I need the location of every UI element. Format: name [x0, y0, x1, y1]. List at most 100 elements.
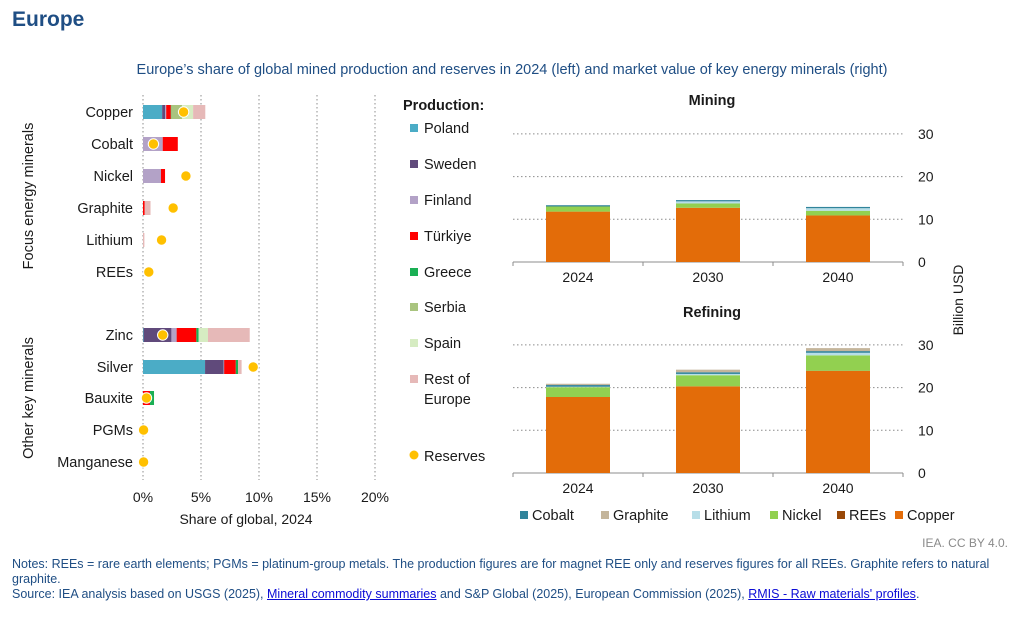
rmis-profiles-link[interactable]: RMIS - Raw materials' profiles	[748, 587, 916, 601]
group-label-other: Other key minerals	[21, 337, 37, 459]
legend-swatch-rest-of-europe	[410, 375, 418, 383]
bar-segment-graphite-t-rkiye	[143, 201, 145, 215]
x-tick-label: 20%	[361, 489, 389, 505]
refining-title: Refining	[683, 305, 741, 321]
refining-bar-2040-copper	[806, 370, 870, 473]
y-tick-label: 10	[918, 422, 934, 438]
mining-bar-2040-nickel	[806, 210, 870, 216]
legend-label-t-rkiye: Türkiye	[424, 229, 472, 245]
mining-x-label-2040: 2040	[822, 269, 853, 285]
y-tick-label: 10	[918, 211, 934, 227]
legend-label-serbia: Serbia	[424, 300, 467, 316]
legend-swatch-greece	[410, 268, 418, 276]
mining-bar-2030-nickel	[676, 203, 740, 208]
bar-segment-silver-finland	[223, 360, 225, 374]
bar-segment-copper-rest-of-europe	[193, 105, 206, 119]
production-share-chart: 0% 5% 10% 15% 20% Share of global, 2024 Focus …	[21, 95, 389, 527]
legend-swatch-sweden	[410, 160, 418, 168]
reserves-point-silver	[247, 361, 259, 373]
bar-segment-zinc-finland	[171, 328, 177, 342]
bar-segment-copper-serbia	[171, 105, 183, 119]
bar-segment-copper-finland	[165, 105, 167, 119]
legend-label-rees: REEs	[849, 508, 886, 524]
bar-segment-zinc-t-rkiye	[176, 328, 197, 342]
bar-segment-nickel-finland	[143, 169, 161, 183]
mining-bar-2024-cobalt	[546, 205, 610, 207]
x-tick-label: 15%	[303, 489, 331, 505]
legend-label-nickel: Nickel	[782, 508, 821, 524]
legend-label-poland: Poland	[424, 121, 469, 137]
category-label-nickel: Nickel	[94, 169, 133, 185]
legend-label-finland: Finland	[424, 193, 472, 209]
refining-bar-2040-lithium	[806, 352, 870, 356]
y-tick-label: 20	[918, 169, 934, 185]
group-label-focus: Focus energy minerals	[21, 123, 37, 270]
category-label-graphite: Graphite	[77, 201, 133, 217]
credit-line: IEA. CC BY 4.0.	[922, 536, 1008, 550]
mining-bar-2024-copper	[546, 211, 610, 262]
refining-bar-2024-cobalt	[546, 385, 610, 387]
legend-swatch-rees	[837, 511, 845, 519]
refining-bar-2040-nickel	[806, 355, 870, 371]
mining-x-label-2024: 2024	[562, 269, 593, 285]
mining-bar-2030-cobalt	[676, 200, 740, 202]
source-suffix: .	[915, 587, 920, 601]
bar-segment-zinc-spain	[198, 328, 208, 342]
legend-swatch-finland	[410, 196, 418, 204]
refining-x-label-2030: 2030	[692, 480, 723, 496]
mining-bar-2030-lithium	[676, 201, 740, 204]
legend-swatch-spain	[410, 339, 418, 347]
refining-bar-2030-cobalt	[676, 372, 740, 374]
legend-label-copper: Copper	[907, 508, 955, 524]
mining-bar-2040-lithium	[806, 208, 870, 211]
legend-swatch-graphite	[601, 511, 609, 519]
legend-swatch-nickel	[770, 511, 778, 519]
legend-label-lithium: Lithium	[704, 508, 751, 524]
chart-canvas: 0% 5% 10% 15% 20% Share of global, 2024 Focus …	[21, 93, 966, 527]
legend-swatch-copper	[895, 511, 903, 519]
category-label-manganese: Manganese	[57, 455, 133, 471]
bar-segment-silver-rest-of-europe	[238, 360, 242, 374]
bar-segment-silver-sweden	[205, 360, 224, 374]
refining-bar-2024-copper	[546, 396, 610, 473]
legend-swatch-t-rkiye	[410, 232, 418, 240]
reserves-point-bauxite	[140, 392, 153, 404]
chart-subtitle: Europe’s share of global mined productio…	[136, 62, 888, 78]
category-label-silver: Silver	[97, 360, 133, 376]
category-label-pgms: PGMs	[93, 423, 133, 439]
reserves-point-rees	[143, 266, 155, 278]
category-label-copper: Copper	[85, 105, 133, 121]
reserves-point-zinc	[157, 329, 169, 341]
source-line: Source: IEA analysis based on USGS (2025…	[12, 587, 1012, 602]
legend-swatch-poland	[410, 124, 418, 132]
legend-label-greece: Greece	[424, 265, 472, 281]
category-label-bauxite: Bauxite	[85, 391, 133, 407]
y-tick-label: 20	[918, 380, 934, 396]
mineral-legend: Cobalt Graphite Lithium Nickel REEs Copper	[520, 508, 955, 524]
mining-bar-2040-copper	[806, 215, 870, 262]
mineral-commodity-summaries-link[interactable]: Mineral commodity summaries	[267, 587, 437, 601]
refining-bar-2030-graphite	[676, 369, 740, 373]
refining-x-label-2024: 2024	[562, 480, 593, 496]
notes-block: Notes: REEs = rare earth elements; PGMs …	[12, 557, 1012, 602]
bar-segment-silver-poland	[143, 360, 206, 374]
x-axis-title: Share of global, 2024	[179, 511, 312, 527]
region-title: Europe	[12, 8, 85, 31]
refining-x-label-2040: 2040	[822, 480, 853, 496]
legend-swatch-cobalt	[520, 511, 528, 519]
legend-label-rest-of-europe-1: Rest of	[424, 372, 471, 388]
legend-label-sweden: Sweden	[424, 157, 476, 173]
category-label-zinc: Zinc	[106, 328, 133, 344]
refining-bar-2030-nickel	[676, 375, 740, 387]
mining-bar-2040-cobalt	[806, 206, 870, 209]
category-label-lithium: Lithium	[86, 233, 133, 249]
x-tick-label: 5%	[191, 489, 211, 505]
refining-bar-2030-lithium	[676, 373, 740, 376]
bar-segment-silver-greece	[235, 360, 239, 374]
category-label-rees: REEs	[96, 265, 133, 281]
bar-segment-nickel-t-rkiye	[160, 169, 166, 183]
refining-bar-2040-graphite	[806, 348, 870, 352]
bar-segment-cobalt-t-rkiye	[162, 137, 178, 151]
